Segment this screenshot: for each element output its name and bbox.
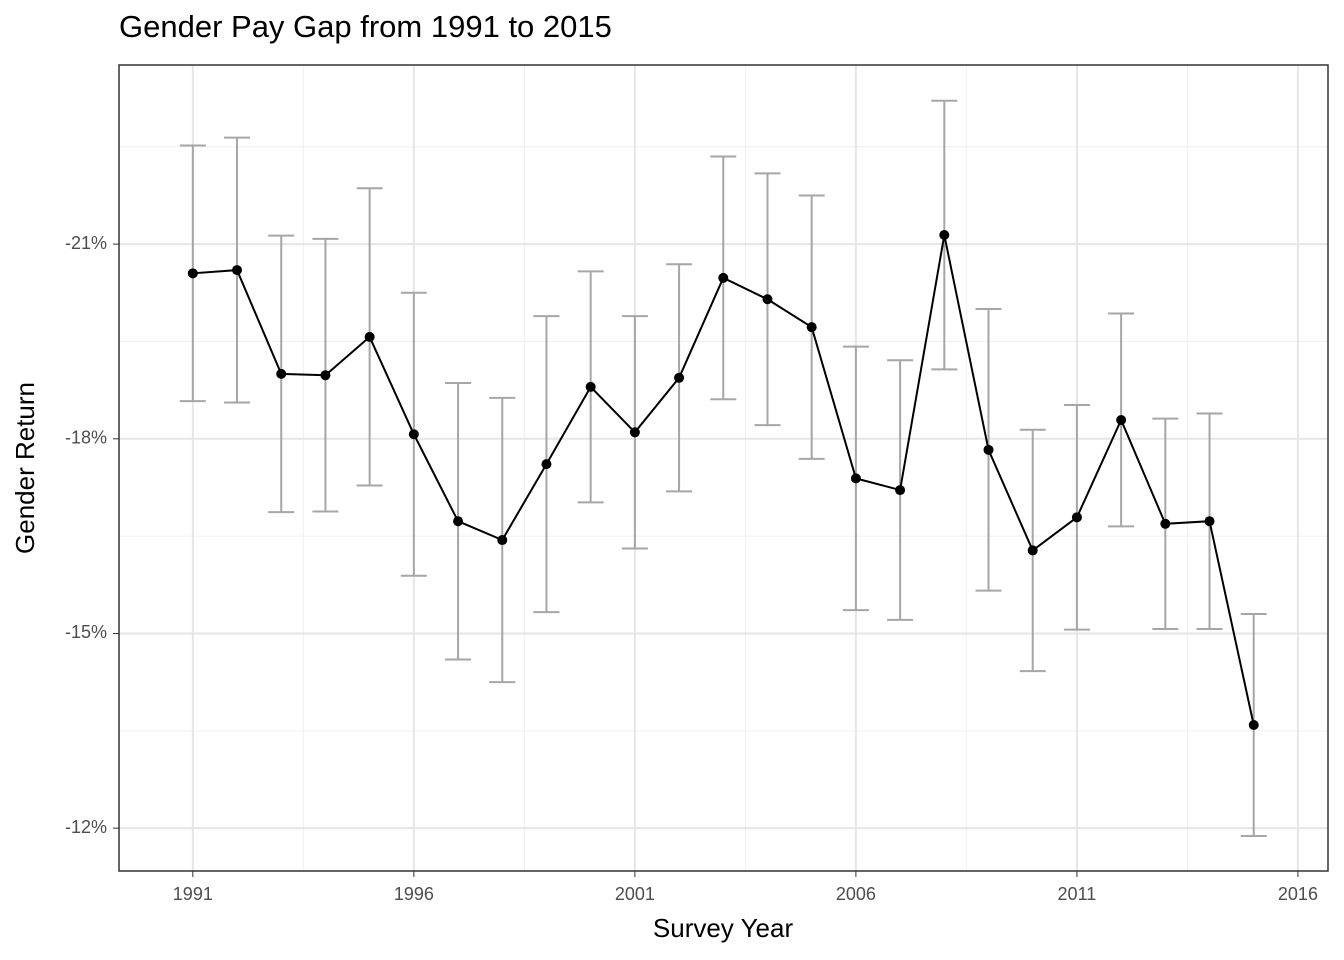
- y-tick-label: -12%: [65, 817, 107, 837]
- x-tick-label: 2011: [1058, 884, 1097, 904]
- point: [541, 459, 552, 470]
- point: [674, 372, 685, 383]
- point: [585, 381, 596, 392]
- point: [497, 535, 508, 546]
- point: [187, 268, 198, 279]
- point: [1204, 516, 1215, 527]
- y-tick-label: -15%: [65, 622, 107, 642]
- x-tick-label: 2016: [1278, 884, 1318, 904]
- x-tick-label: 2006: [836, 884, 876, 904]
- point: [408, 429, 419, 440]
- x-tick-label: 1991: [173, 884, 213, 904]
- point: [276, 368, 287, 379]
- x-tick-label: 1996: [394, 884, 434, 904]
- point: [718, 272, 729, 283]
- point: [320, 370, 331, 381]
- point: [1116, 414, 1127, 425]
- point: [453, 516, 464, 527]
- point: [1160, 518, 1171, 529]
- point: [806, 322, 817, 333]
- x-tick-label: 2001: [615, 884, 655, 904]
- point: [364, 331, 375, 342]
- point: [895, 485, 906, 496]
- panel-border: [118, 64, 1329, 872]
- y-axis-label: Gender Return: [10, 382, 40, 554]
- point: [1248, 719, 1259, 730]
- point: [939, 230, 950, 241]
- chart-title: Gender Pay Gap from 1991 to 2015: [119, 9, 612, 44]
- y-tick-label: -18%: [65, 428, 107, 448]
- point: [232, 265, 243, 276]
- x-axis-label: Survey Year: [653, 913, 794, 943]
- point: [1027, 545, 1038, 556]
- point: [1071, 512, 1082, 523]
- point: [983, 444, 994, 455]
- point: [762, 294, 773, 305]
- y-tick-label: -21%: [65, 233, 107, 253]
- point: [850, 473, 861, 484]
- point: [629, 427, 640, 438]
